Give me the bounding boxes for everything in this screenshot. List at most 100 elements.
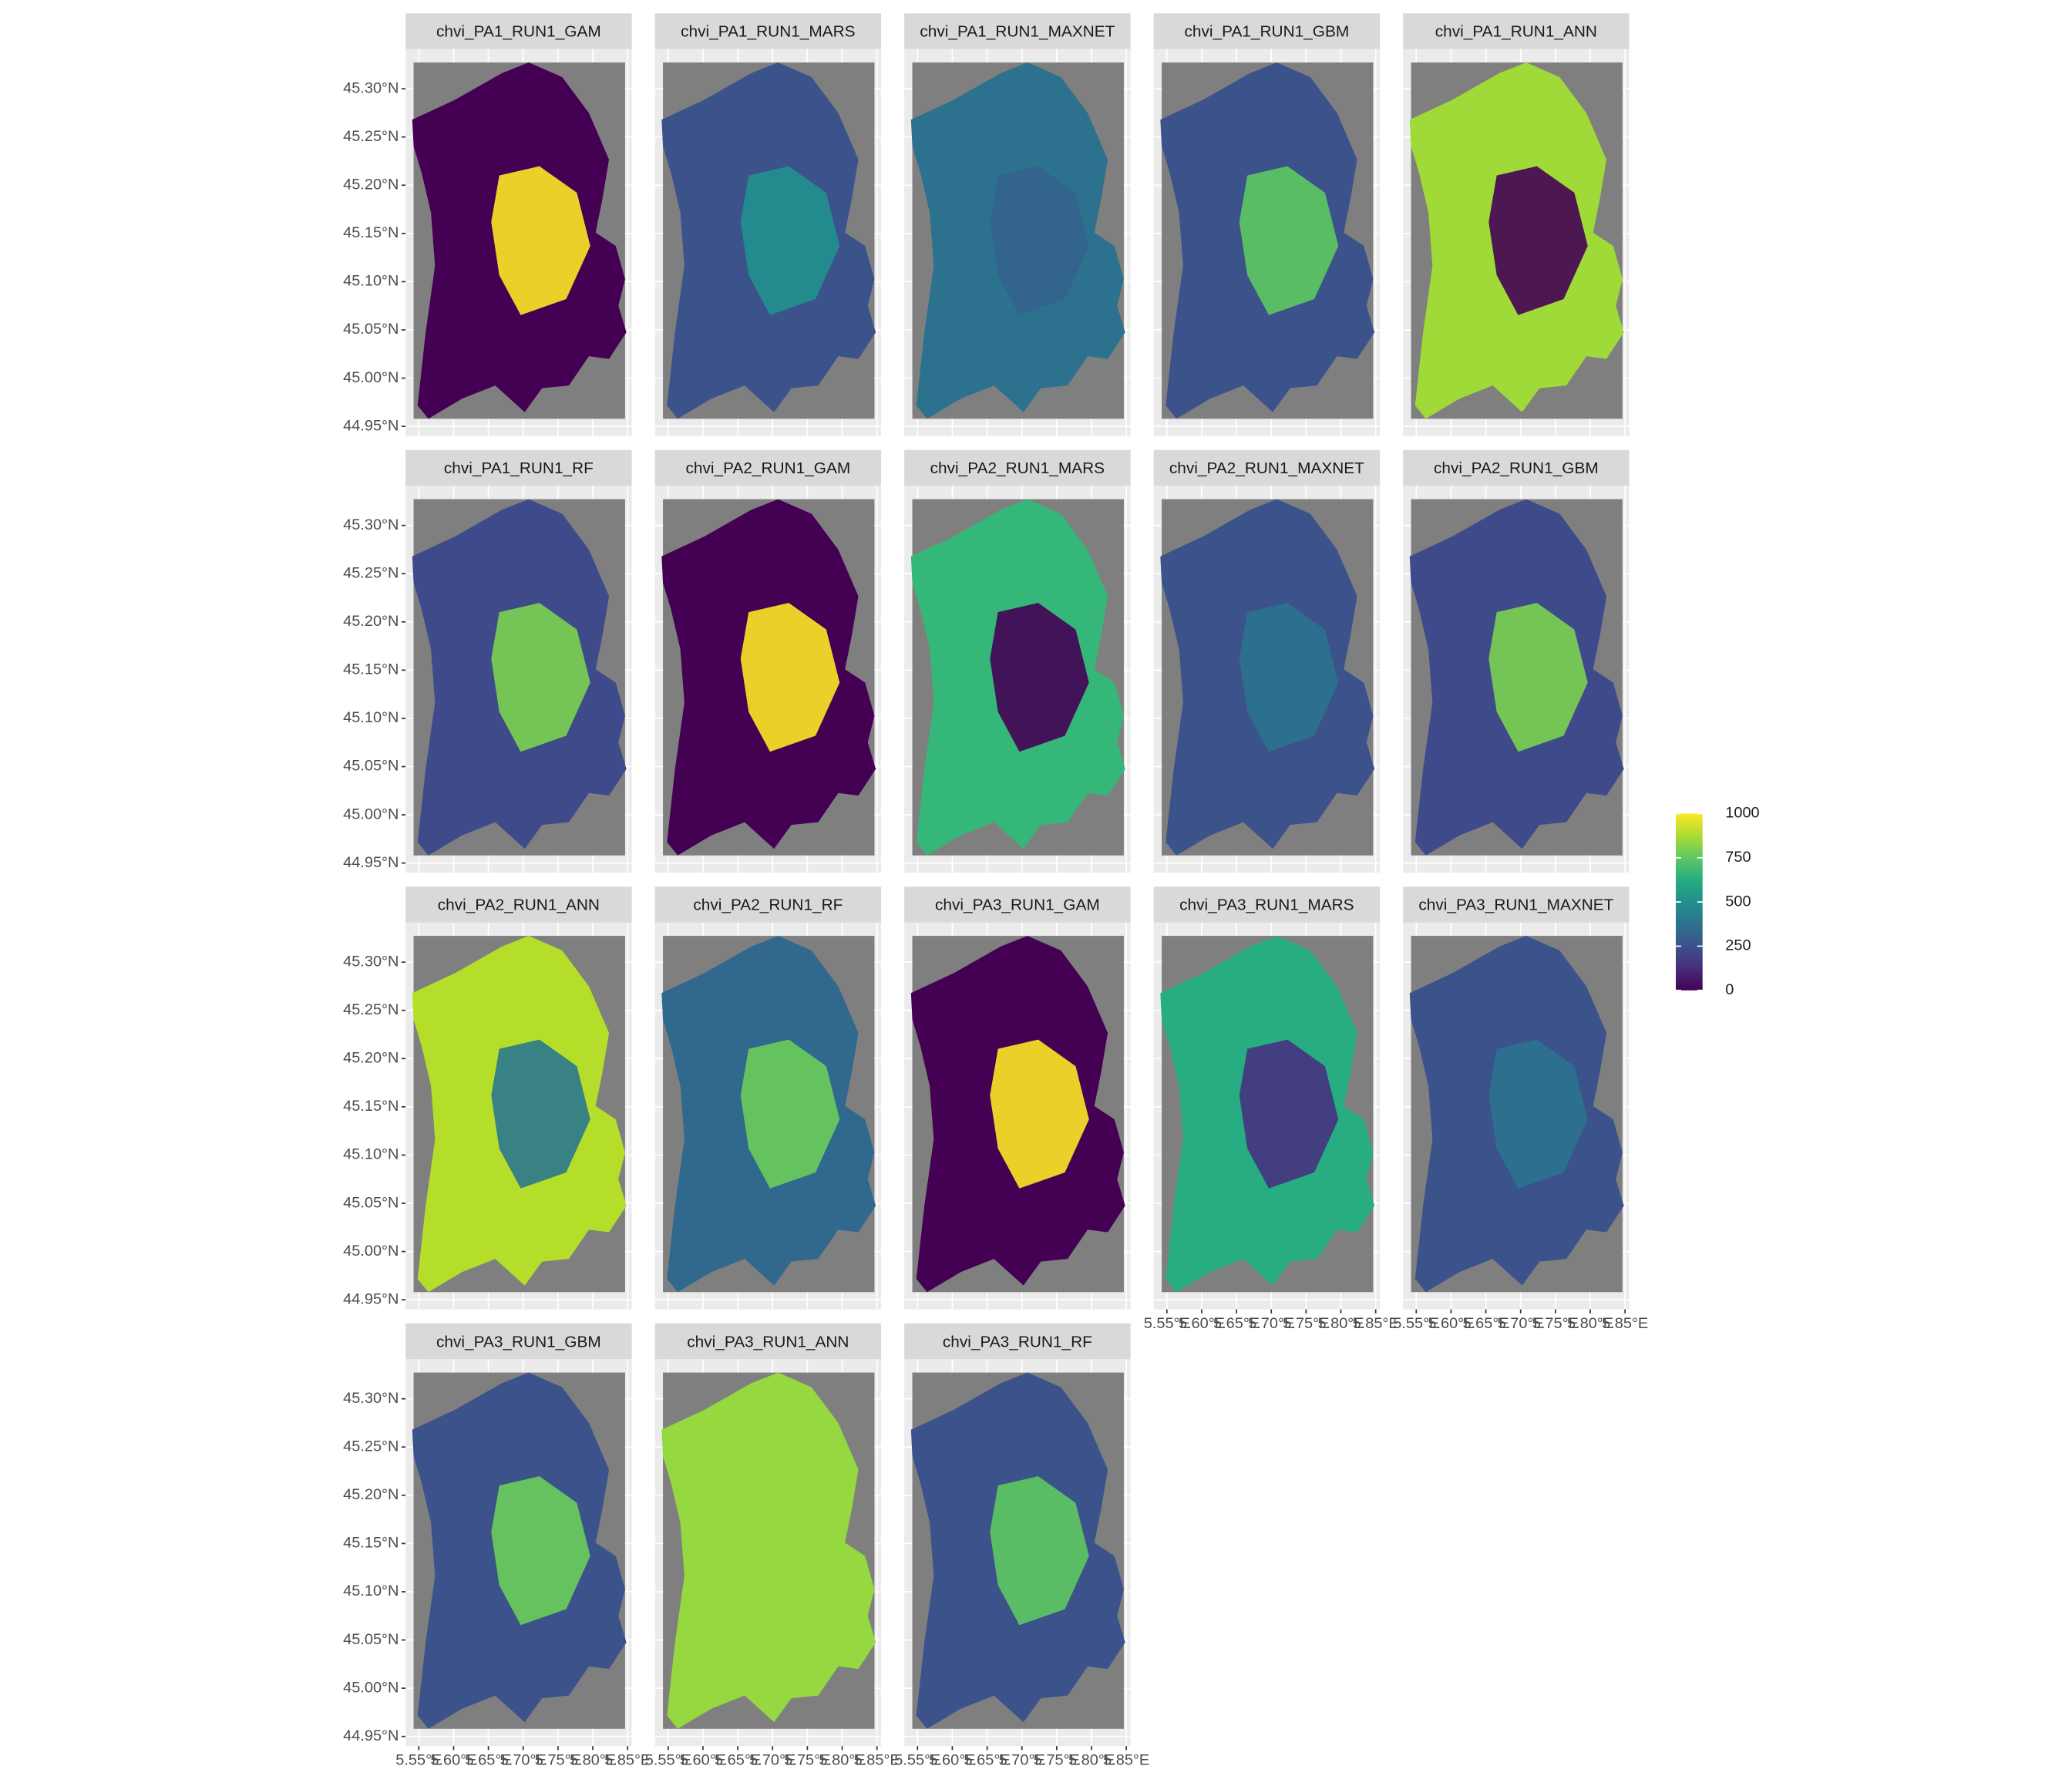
- strip-background: [405, 13, 632, 49]
- y-tick-label: 45.00°N: [343, 806, 399, 822]
- x-tick-label: 5.70°E: [1248, 1315, 1294, 1332]
- facet-title: chvi_PA1_RUN1_ANN: [1435, 23, 1597, 41]
- raster-map-highlight: [990, 166, 1089, 315]
- x-tick-label: 5.75°E: [1283, 1315, 1329, 1332]
- strip-background: [405, 449, 632, 486]
- y-tick-label: 45.15°N: [343, 224, 399, 241]
- raster-map-highlight: [1239, 166, 1339, 315]
- x-tick-label: 5.75°E: [535, 1751, 581, 1768]
- facet-title: chvi_PA2_RUN1_MARS: [930, 459, 1105, 477]
- legend-label: 250: [1725, 937, 1751, 954]
- raster-map-highlight: [1239, 1039, 1339, 1189]
- facet-title: chvi_PA3_RUN1_GBM: [436, 1333, 601, 1350]
- raster-map-highlight: [740, 1476, 840, 1626]
- x-tick-label: 5.60°E: [1428, 1315, 1474, 1332]
- strip-background: [654, 886, 882, 923]
- legend-label: 750: [1725, 849, 1751, 866]
- x-tick-label: 5.70°E: [749, 1751, 796, 1768]
- x-tick-label: 5.70°E: [999, 1751, 1045, 1768]
- x-tick-label: 5.55°E: [395, 1751, 442, 1768]
- raster-map-highlight: [740, 166, 840, 315]
- y-tick-label: 45.05°N: [343, 758, 399, 775]
- y-tick-label: 45.30°N: [343, 953, 399, 970]
- x-tick-label: 5.55°E: [894, 1751, 940, 1768]
- x-tick-label: 5.75°E: [1034, 1751, 1080, 1768]
- y-tick-label: 44.95°N: [343, 1727, 399, 1744]
- y-tick-label: 45.05°N: [343, 321, 399, 338]
- raster-map-highlight: [990, 1476, 1089, 1626]
- strip-background: [1153, 449, 1381, 486]
- y-tick-label: 45.15°N: [343, 661, 399, 678]
- facet-title: chvi_PA3_RUN1_MAXNET: [1418, 896, 1613, 914]
- y-tick-label: 45.25°N: [343, 1438, 399, 1455]
- raster-map-highlight: [740, 603, 840, 752]
- strip-background: [904, 449, 1131, 486]
- y-tick-label: 45.20°N: [343, 1050, 399, 1067]
- raster-map-highlight: [1488, 166, 1588, 315]
- facet-title: chvi_PA2_RUN1_GBM: [1434, 459, 1599, 477]
- strip-background: [405, 1323, 632, 1360]
- y-tick-label: 45.30°N: [343, 79, 399, 96]
- strip-background: [904, 886, 1131, 923]
- strip-background: [1403, 449, 1630, 486]
- x-tick-label: 5.70°E: [500, 1751, 547, 1768]
- facet-title: chvi_PA2_RUN1_RF: [693, 896, 843, 914]
- raster-map-highlight: [1488, 1039, 1588, 1189]
- raster-map-highlight: [491, 1476, 590, 1626]
- y-tick-label: 45.25°N: [343, 1001, 399, 1018]
- x-tick-label: 5.75°E: [1532, 1315, 1579, 1332]
- x-tick-label: 5.65°E: [466, 1751, 512, 1768]
- facet-title: chvi_PA2_RUN1_GAM: [686, 459, 851, 477]
- x-tick-label: 5.80°E: [1317, 1315, 1364, 1332]
- facet-title: chvi_PA1_RUN1_GAM: [436, 23, 601, 41]
- facet-title: chvi_PA1_RUN1_MARS: [681, 23, 855, 41]
- strip-background: [904, 1323, 1131, 1360]
- x-tick-label: 5.55°E: [645, 1751, 691, 1768]
- facet-title: chvi_PA1_RUN1_RF: [444, 459, 594, 477]
- strip-background: [405, 886, 632, 923]
- raster-map-highlight: [491, 166, 590, 315]
- legend-label: 0: [1725, 981, 1734, 998]
- x-tick-label: 5.65°E: [964, 1751, 1011, 1768]
- x-tick-label: 5.60°E: [929, 1751, 975, 1768]
- facet-title: chvi_PA1_RUN1_MAXNET: [920, 23, 1115, 41]
- y-tick-label: 45.00°N: [343, 1243, 399, 1260]
- legend-label: 500: [1725, 893, 1751, 910]
- facet-title: chvi_PA3_RUN1_RF: [943, 1333, 1092, 1350]
- y-tick-label: 44.95°N: [343, 417, 399, 434]
- facet-title: chvi_PA2_RUN1_ANN: [438, 896, 600, 914]
- y-tick-label: 45.15°N: [343, 1098, 399, 1115]
- y-tick-label: 45.20°N: [343, 1486, 399, 1503]
- raster-map-highlight: [1239, 603, 1339, 752]
- y-tick-label: 45.20°N: [343, 177, 399, 193]
- y-tick-label: 44.95°N: [343, 1290, 399, 1307]
- raster-map-highlight: [990, 1039, 1089, 1189]
- y-tick-label: 45.20°N: [343, 613, 399, 630]
- facet-title: chvi_PA3_RUN1_MARS: [1179, 896, 1354, 914]
- y-tick-label: 45.15°N: [343, 1535, 399, 1552]
- x-tick-label: 5.85°E: [854, 1751, 900, 1768]
- y-tick-label: 45.05°N: [343, 1194, 399, 1211]
- y-tick-label: 45.10°N: [343, 1146, 399, 1163]
- strip-background: [654, 449, 882, 486]
- x-tick-label: 5.85°E: [604, 1751, 651, 1768]
- x-tick-label: 5.60°E: [430, 1751, 476, 1768]
- x-tick-label: 5.80°E: [1068, 1751, 1115, 1768]
- x-tick-label: 5.55°E: [1144, 1315, 1190, 1332]
- raster-map-highlight: [1488, 603, 1588, 752]
- y-tick-label: 45.25°N: [343, 564, 399, 581]
- y-tick-label: 44.95°N: [343, 854, 399, 871]
- x-tick-label: 5.85°E: [1602, 1315, 1648, 1332]
- facet-title: chvi_PA2_RUN1_MAXNET: [1169, 459, 1364, 477]
- strip-background: [1403, 886, 1630, 923]
- x-tick-label: 5.65°E: [1213, 1315, 1260, 1332]
- strip-background: [904, 13, 1131, 49]
- x-tick-label: 5.70°E: [1498, 1315, 1544, 1332]
- x-tick-label: 5.80°E: [819, 1751, 865, 1768]
- y-tick-label: 45.10°N: [343, 709, 399, 726]
- x-tick-label: 5.60°E: [680, 1751, 726, 1768]
- facet-title: chvi_PA3_RUN1_GAM: [935, 896, 1100, 914]
- x-tick-label: 5.75°E: [784, 1751, 830, 1768]
- x-tick-label: 5.55°E: [1393, 1315, 1439, 1332]
